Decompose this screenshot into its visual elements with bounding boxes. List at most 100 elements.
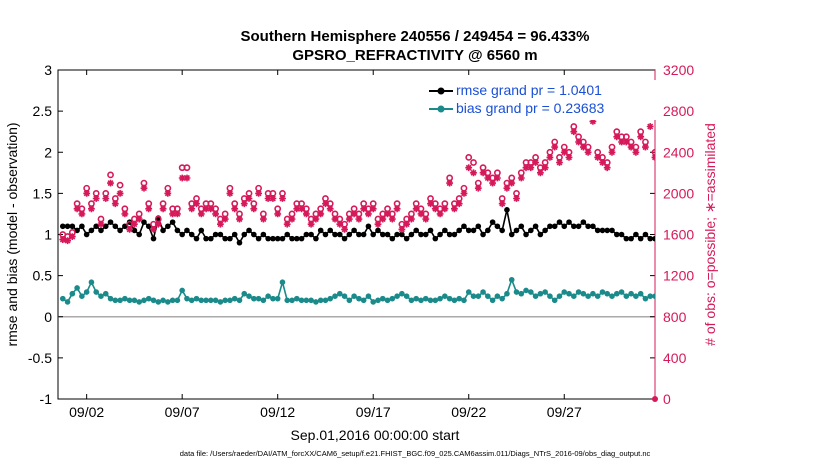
obs-assimilated-point <box>64 237 71 245</box>
obs-assimilated-point <box>183 174 191 182</box>
data-point <box>480 231 486 238</box>
obs-assimilated-point <box>131 220 138 228</box>
obs-assimilated-point <box>646 123 654 130</box>
data-point <box>384 231 391 238</box>
data-point <box>236 297 243 304</box>
obs-possible-point <box>791 170 796 175</box>
data-point <box>642 295 649 302</box>
obs-assimilated-point <box>556 159 563 166</box>
data-point <box>776 289 782 295</box>
x-tick-label: 09/22 <box>451 404 486 420</box>
data-point <box>351 293 357 299</box>
obs-assimilated-point <box>761 205 768 212</box>
data-point <box>241 290 248 297</box>
y-left-tick-label: -0.5 <box>28 350 52 366</box>
data-point <box>470 293 477 299</box>
data-point <box>561 289 568 295</box>
obs-assimilated-point <box>408 215 415 223</box>
data-point <box>231 231 238 238</box>
data-point <box>743 285 749 291</box>
obs-possible-point <box>116 181 124 189</box>
data-point <box>791 302 797 308</box>
obs-assimilated-point <box>255 190 262 197</box>
data-point <box>274 235 281 242</box>
data-point <box>332 231 338 238</box>
obs-assimilated-point <box>766 211 773 218</box>
obs-assimilated-point <box>188 205 196 213</box>
y-left-tick-label: -1 <box>40 391 53 407</box>
obs-possible-point <box>753 196 758 201</box>
legend-label-bias: bias grand pr = 0.23683 <box>456 100 605 116</box>
data-point <box>413 227 420 234</box>
chart-title-line2: GPSRO_REFRACTIVITY @ 6560 m <box>292 47 538 64</box>
data-point <box>585 223 591 230</box>
obs-assimilated-point <box>178 174 186 182</box>
y-right-tick-label: 1600 <box>663 227 694 243</box>
data-point <box>184 295 190 302</box>
obs-assimilated-point <box>341 226 348 233</box>
obs-assimilated-point <box>747 195 754 202</box>
y-right-tick-label: 2400 <box>663 144 694 160</box>
data-point <box>203 235 209 242</box>
data-point <box>370 299 377 305</box>
obs-assimilated-point <box>412 205 420 213</box>
data-point <box>757 228 763 234</box>
obs-possible-point <box>762 201 767 206</box>
obs-assimilated-point <box>608 148 616 156</box>
data-point <box>169 219 176 225</box>
obs-assimilated-point <box>695 164 702 171</box>
data-point <box>781 232 787 238</box>
obs-assimilated-point <box>819 195 826 202</box>
obs-assimilated-point <box>231 205 239 213</box>
data-point <box>327 295 334 302</box>
obs-assimilated-point <box>312 215 320 223</box>
data-point <box>676 293 682 299</box>
data-point <box>532 293 539 299</box>
data-point <box>222 297 228 304</box>
obs-assimilated-point <box>250 205 258 213</box>
data-point <box>427 227 434 234</box>
obs-possible-point <box>729 155 734 160</box>
obs-assimilated-point <box>350 210 358 218</box>
data-point <box>317 227 324 234</box>
data-point <box>786 228 792 234</box>
data-point <box>174 227 181 234</box>
obs-assimilated-point <box>508 179 516 187</box>
obs-assimilated-point <box>494 174 501 182</box>
data-point <box>485 293 491 299</box>
data-point <box>623 235 630 242</box>
obs-assimilated-point <box>78 210 86 218</box>
data-point <box>59 295 66 302</box>
data-point <box>800 293 806 299</box>
data-point <box>427 297 434 304</box>
data-point <box>613 290 620 297</box>
obs-assimilated-point <box>752 200 759 207</box>
data-point <box>667 296 673 302</box>
obs-assimilated-point <box>303 210 310 218</box>
data-point <box>198 227 205 234</box>
data-point <box>618 289 625 295</box>
data-point <box>112 223 119 230</box>
obs-assimilated-point <box>345 215 353 223</box>
data-point <box>289 235 295 242</box>
data-point <box>131 297 138 304</box>
data-point <box>422 295 429 302</box>
obs-assimilated-point <box>575 138 582 146</box>
data-point <box>518 290 525 297</box>
obs-assimilated-point <box>728 159 735 166</box>
data-point <box>604 227 611 234</box>
obs-assimilated-point <box>307 220 315 228</box>
data-point <box>136 231 142 238</box>
data-point <box>165 299 171 305</box>
data-point <box>575 289 582 295</box>
data-point <box>69 290 76 297</box>
data-point <box>475 223 482 230</box>
data-point <box>523 287 529 294</box>
data-point <box>303 297 310 304</box>
obs-possible-point <box>820 191 825 196</box>
data-point <box>590 290 596 297</box>
obs-assimilated-point <box>197 210 205 218</box>
data-point <box>513 227 520 234</box>
obs-assimilated-point <box>441 205 449 213</box>
